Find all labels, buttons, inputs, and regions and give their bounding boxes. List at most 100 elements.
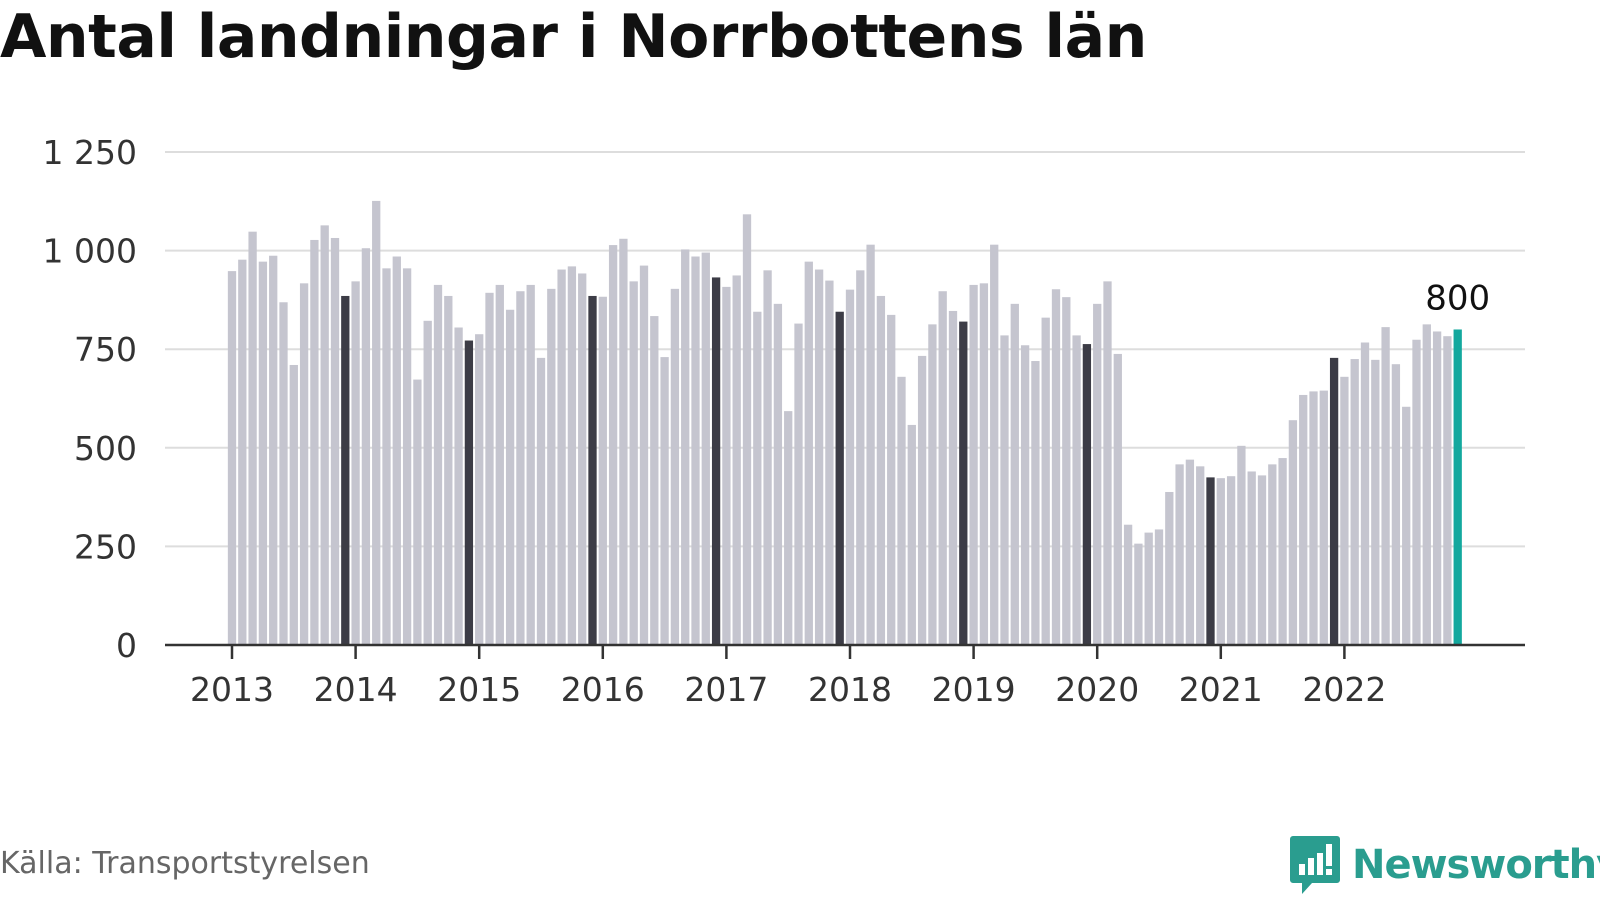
x-tick-label: 2022 [1302, 670, 1386, 709]
y-axis-labels: 0 250 500 750 1 000 1 250 [43, 133, 137, 665]
bar [547, 288, 556, 645]
bar [269, 255, 278, 645]
bar [1062, 297, 1071, 645]
bar [330, 237, 340, 646]
x-tick-label: 2019 [932, 670, 1016, 709]
bar [1268, 464, 1277, 645]
bar [650, 316, 659, 645]
bar [413, 379, 422, 645]
bar [1000, 335, 1009, 645]
bar [1144, 532, 1153, 645]
x-tick-label: 2021 [1179, 670, 1263, 709]
bar [279, 302, 288, 645]
y-tick-label: 1 000 [43, 232, 137, 271]
bar [670, 288, 680, 645]
bar [1340, 376, 1349, 645]
brand-name: Newsworthy [1352, 842, 1600, 888]
bar [1020, 345, 1030, 645]
bar [351, 281, 360, 645]
bar [310, 239, 319, 645]
bar [969, 284, 978, 645]
bar [1350, 359, 1359, 645]
bar [567, 266, 577, 645]
bar [485, 292, 494, 645]
bar [691, 256, 700, 645]
x-tick-label: 2013 [190, 670, 274, 709]
bar [639, 265, 649, 645]
bar [629, 281, 638, 645]
bar [536, 357, 546, 645]
bar [887, 314, 896, 645]
bar [557, 269, 566, 645]
bar [1371, 359, 1380, 645]
bar [773, 303, 783, 645]
bar-december [835, 311, 844, 645]
bar [608, 245, 618, 645]
bar [1278, 458, 1287, 645]
latest-value-label: 800 [1425, 278, 1490, 318]
y-tick-label: 250 [74, 527, 137, 566]
bar [814, 269, 824, 645]
bar [619, 238, 628, 645]
bar [1041, 317, 1050, 645]
bar [444, 295, 453, 645]
bar [454, 327, 463, 645]
y-tick-label: 0 [116, 626, 137, 665]
bar [1443, 336, 1452, 645]
bar [1247, 471, 1256, 645]
bar [1237, 445, 1246, 645]
bar [1072, 335, 1081, 645]
bar [258, 261, 268, 645]
y-tick-label: 500 [74, 429, 137, 468]
chart-title: Antal landningar i Norrbottens län [0, 2, 1147, 72]
bar [1175, 464, 1184, 645]
bar [382, 268, 391, 645]
bar [1103, 281, 1112, 645]
bar [1123, 524, 1133, 645]
bar [1381, 327, 1390, 645]
bar-december [464, 340, 474, 645]
bar [1093, 303, 1102, 645]
bar-december [341, 295, 350, 645]
bar [1216, 478, 1225, 645]
bar [1360, 342, 1370, 645]
bar [753, 311, 762, 645]
bar [866, 244, 875, 645]
bar [928, 324, 937, 645]
bar-december [959, 321, 968, 645]
bar [1299, 394, 1308, 645]
x-tick-label: 2015 [437, 670, 521, 709]
bar [722, 286, 731, 645]
bar [248, 231, 257, 645]
bar [897, 376, 906, 645]
bar [227, 271, 237, 645]
bar [1185, 459, 1195, 645]
bar [1257, 475, 1267, 645]
y-tick-label: 1 250 [43, 133, 137, 172]
brand-logo: Newsworthy [1290, 836, 1600, 894]
bars [227, 200, 1462, 646]
y-tick-label: 750 [74, 330, 137, 369]
source-note: Källa: Transportstyrelsen [0, 846, 370, 881]
bar [845, 289, 855, 645]
bar [763, 270, 772, 645]
x-tick-label: 2020 [1055, 670, 1139, 709]
bar [526, 284, 535, 645]
bar [1288, 420, 1298, 645]
x-axis-ticks [230, 645, 1346, 659]
bar [423, 320, 432, 645]
bar [948, 310, 958, 645]
bar-december [1082, 344, 1092, 645]
bar-december [711, 277, 721, 645]
bar [1134, 543, 1143, 645]
bar-december [1329, 357, 1339, 645]
bar [578, 273, 587, 645]
bar [289, 364, 298, 645]
bar-latest [1453, 329, 1462, 645]
bar [825, 280, 834, 645]
bar [979, 283, 989, 645]
bar [505, 309, 515, 645]
bar [794, 323, 803, 645]
bar [1051, 289, 1061, 645]
